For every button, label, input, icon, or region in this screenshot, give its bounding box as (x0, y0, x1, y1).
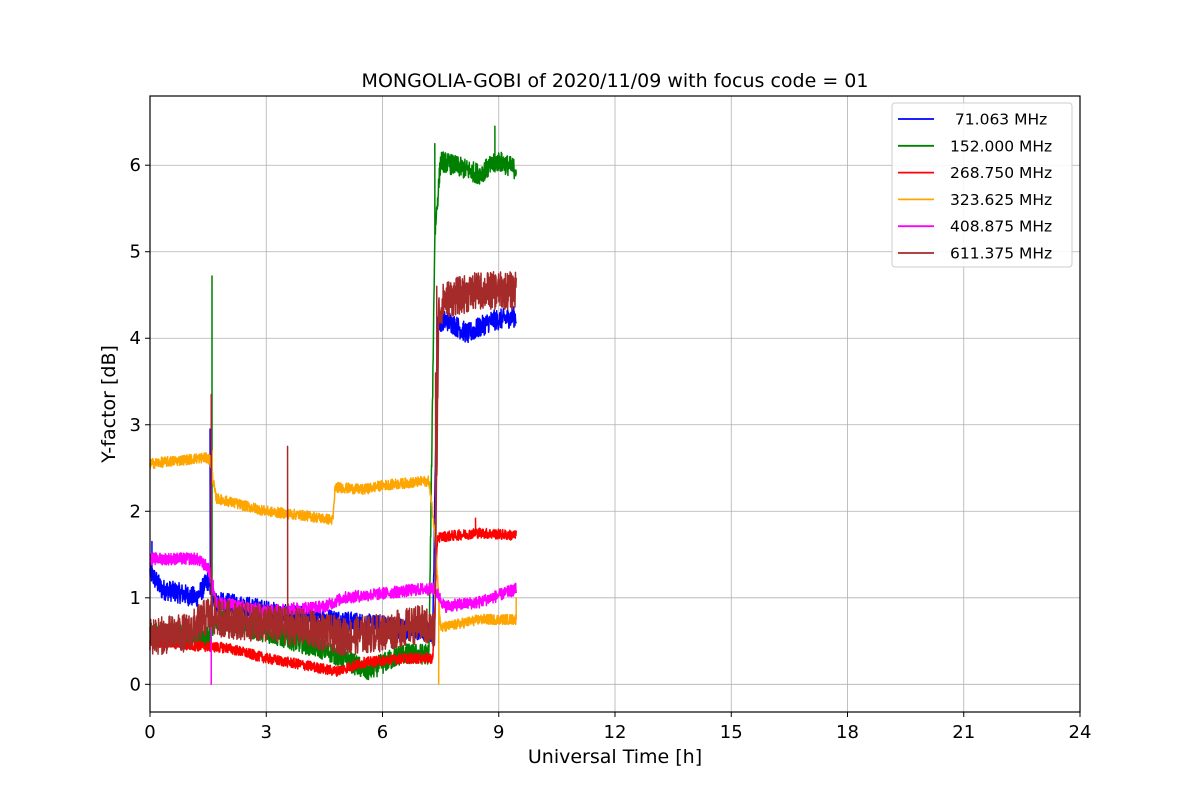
legend-label-4: 408.875 MHz (950, 218, 1052, 236)
y-tick-label: 5 (130, 242, 141, 263)
legend-label-0: 71.063 MHz (950, 111, 1047, 129)
legend-box (891, 102, 1073, 268)
x-axis-label: Universal Time [h] (528, 746, 702, 768)
x-tick-label: 15 (720, 722, 743, 743)
x-tick-label: 3 (261, 722, 272, 743)
series-line-5 (149, 270, 517, 657)
legend-label-3: 323.625 MHz (950, 191, 1052, 209)
y-tick-label: 3 (130, 415, 141, 436)
legend: 71.063 MHz 152.000 MHz 268.750 MHz 323.625 … (891, 102, 1073, 268)
legend-label-1: 152.000 MHz (950, 137, 1052, 155)
y-axis-label: Y-factor [dB] (98, 345, 120, 464)
x-tick-label: 12 (604, 722, 627, 743)
series-line-0 (149, 306, 517, 644)
x-tick-label: 6 (377, 722, 388, 743)
legend-label-2: 268.750 MHz (950, 164, 1052, 182)
y-tick-label: 1 (130, 588, 141, 609)
x-tick-label: 24 (1069, 722, 1092, 743)
y-tick-label: 0 (130, 674, 141, 695)
legend-label-5: 611.375 MHz (950, 245, 1052, 263)
x-tick-label: 9 (493, 722, 504, 743)
y-tick-label: 6 (130, 155, 141, 176)
x-tick-label: 0 (144, 722, 155, 743)
series-lines (149, 125, 517, 686)
chart-title: MONGOLIA-GOBI of 2020/11/09 with focus c… (362, 70, 869, 92)
y-tick-label: 4 (130, 328, 141, 349)
x-tick-label: 18 (836, 722, 859, 743)
x-tick-label: 21 (952, 722, 975, 743)
y-tick-label: 2 (130, 501, 141, 522)
